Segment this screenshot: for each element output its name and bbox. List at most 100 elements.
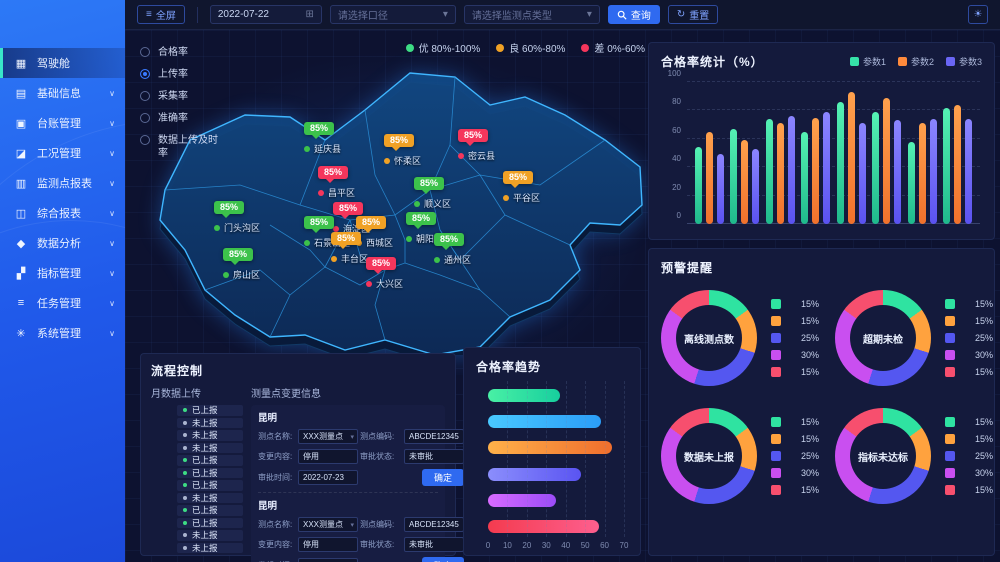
map-marker[interactable]: 85% 房山区: [223, 244, 260, 281]
donut-legend-value: 15%: [801, 316, 820, 326]
trend-bars: [488, 385, 624, 537]
sidebar-item[interactable]: ◪ 工况管理 ∨: [0, 138, 125, 168]
map-marker[interactable]: 85% 顺义区: [414, 173, 451, 210]
field-input[interactable]: 2022-07-23: [298, 470, 358, 485]
district-name: 西城区: [366, 238, 394, 248]
sidebar-item[interactable]: ▣ 台账管理 ∨: [0, 108, 125, 138]
gridline: [687, 223, 980, 224]
donut-center-label: 指标未达标: [858, 452, 908, 464]
chevron-down-icon: ∨: [109, 268, 115, 278]
bar-参数1: [730, 128, 738, 224]
upload-list-item: 未上报: [177, 417, 243, 428]
map-marker[interactable]: 85% 昌平区: [318, 162, 355, 199]
donut-legend-item: 15%: [945, 485, 1000, 495]
confirm-button[interactable]: 确定: [421, 469, 464, 486]
field-label: 变更内容:: [258, 540, 293, 549]
field-input[interactable]: 未审批: [404, 449, 464, 464]
map-marker[interactable]: 85% 密云县: [458, 125, 495, 162]
reset-button[interactable]: ↻ 重置: [667, 5, 719, 24]
marker-dot-icon: [458, 152, 464, 159]
confirm-button[interactable]: 确定: [421, 557, 464, 562]
marker-arrow-icon: [511, 184, 519, 192]
map-marker[interactable]: 85% 怀柔区: [384, 130, 421, 167]
legend-dot-icon: [581, 43, 590, 52]
field-input[interactable]: 停用: [298, 537, 358, 552]
upload-status-label: 未上报: [192, 430, 218, 441]
caliber-select[interactable]: 请选择口径 ▾: [329, 5, 456, 24]
metric-radio-option[interactable]: 上传率: [140, 68, 218, 81]
map-marker[interactable]: 85% 丰台区: [331, 228, 368, 265]
theme-toggle-button[interactable]: ☀: [968, 5, 988, 24]
marker-dot-icon: [318, 189, 324, 196]
donut-center-label: 离线测点数: [684, 334, 734, 346]
map-marker[interactable]: 85% 海淀区: [333, 198, 370, 235]
point-type-select-placeholder: 请选择监测点类型: [471, 11, 552, 22]
sidebar-item-label: 数据分析: [37, 238, 81, 250]
metric-radio-option[interactable]: 合格率: [140, 46, 218, 59]
process-control-body: 月数据上传 已上报 未上报 未上报 未上报 已上报 已上报 已上报 未上报 已上报 已上报 未上报未…: [151, 385, 464, 562]
field-input[interactable]: 未审批: [404, 537, 464, 552]
metric-radio-option[interactable]: 采集率: [140, 90, 218, 103]
field-select[interactable]: XXX测量点 ▾: [298, 517, 358, 532]
donut-legend-item: 25%: [771, 451, 827, 461]
field-input[interactable]: 2022-07-23: [298, 558, 358, 562]
sidebar-item[interactable]: ◆ 数据分析 ∨: [0, 228, 125, 258]
map-marker[interactable]: 85% 延庆县: [304, 118, 341, 155]
sidebar-item[interactable]: ◫ 综合报表 ∨: [0, 198, 125, 228]
sidebar-item[interactable]: ▞ 指标管理 ∨: [0, 258, 125, 288]
marker-arrow-icon: [442, 246, 450, 254]
donut-legend: 15% 15% 25% 30% 15%: [771, 299, 827, 377]
upload-status-label: 未上报: [192, 530, 218, 541]
change-info-column: 测量点变更信息 昆明 测点名称: XXX测量点 ▾ 测点编码: ABCDE12345 变更内…: [251, 385, 464, 562]
legend-swatch-icon: [945, 451, 955, 461]
marker-value-badge: 85%: [434, 233, 465, 250]
field-input[interactable]: 停用: [298, 449, 358, 464]
condition-icon: ◪: [15, 147, 27, 160]
map-marker[interactable]: 85% 平谷区: [503, 167, 540, 204]
upload-list-item: 未上报: [177, 430, 243, 441]
sidebar-item[interactable]: ≡ 任务管理 ∨: [0, 288, 125, 318]
field-select[interactable]: XXX测量点 ▾: [298, 429, 358, 444]
sidebar-item[interactable]: ▥ 监测点报表 ∨: [0, 168, 125, 198]
metric-radio-option[interactable]: 数据上传及时率: [140, 134, 218, 160]
status-dot-icon: [183, 408, 187, 413]
marker-arrow-icon: [339, 245, 347, 253]
marker-label: 顺义区: [414, 197, 451, 210]
sidebar-item[interactable]: ▦ 驾驶舱: [0, 48, 125, 78]
marker-value-badge: 85%: [356, 216, 387, 233]
field-input[interactable]: ABCDE12345: [404, 517, 464, 532]
fullscreen-button[interactable]: ≡ 全屏: [137, 5, 185, 24]
upload-status-label: 未上报: [192, 492, 218, 503]
donut-legend-value: 15%: [801, 434, 820, 444]
marker-value-badge: 85%: [384, 134, 415, 151]
metric-radio-option[interactable]: 准确率: [140, 112, 218, 125]
legend-swatch-icon: [945, 468, 955, 478]
sidebar-item[interactable]: ▤ 基础信息 ∨: [0, 78, 125, 108]
field-input[interactable]: ABCDE12345: [404, 429, 464, 444]
upload-list-item: 已上报: [177, 405, 243, 416]
sidebar-item-label: 基础信息: [37, 88, 81, 100]
map-marker[interactable]: 85% 门头沟区: [214, 197, 260, 234]
trend-bar: [488, 519, 599, 533]
date-picker[interactable]: 2022-07-22 ⊞: [209, 5, 322, 24]
change-info-fields: 测点名称: XXX测量点 ▾ 测点编码: ABCDE12345 变更内容: 停用 审批状态: 未…: [258, 517, 464, 562]
district-name: 平谷区: [513, 193, 541, 203]
info-icon: ▤: [15, 87, 27, 100]
marker-label: 密云县: [458, 149, 495, 162]
map-marker[interactable]: 85% 通州区: [434, 229, 471, 266]
status-dot-icon: [183, 420, 187, 425]
marker-arrow-icon: [392, 147, 400, 155]
donut-legend-item: 30%: [771, 350, 827, 360]
map-svg: [159, 72, 643, 355]
map-marker[interactable]: 85% 朝阳区: [406, 208, 443, 245]
marker-dot-icon: [434, 256, 440, 263]
sidebar-item[interactable]: ✳ 系统管理 ∨: [0, 318, 125, 348]
legend-swatch-icon: [945, 316, 955, 326]
sidebar-item-label: 工况管理: [37, 148, 81, 160]
alerts-grid: 离线测点数 15% 15% 25% 30% 15% 超期未检 15% 15% 25% 30% 15% 数…: [661, 290, 993, 504]
point-type-select[interactable]: 请选择监测点类型 ▾: [463, 5, 600, 24]
bar-group: [872, 82, 902, 224]
search-button[interactable]: 查询: [607, 5, 660, 24]
map-marker[interactable]: 85% 大兴区: [366, 253, 403, 290]
donut-chart: 超期未检: [835, 290, 931, 386]
